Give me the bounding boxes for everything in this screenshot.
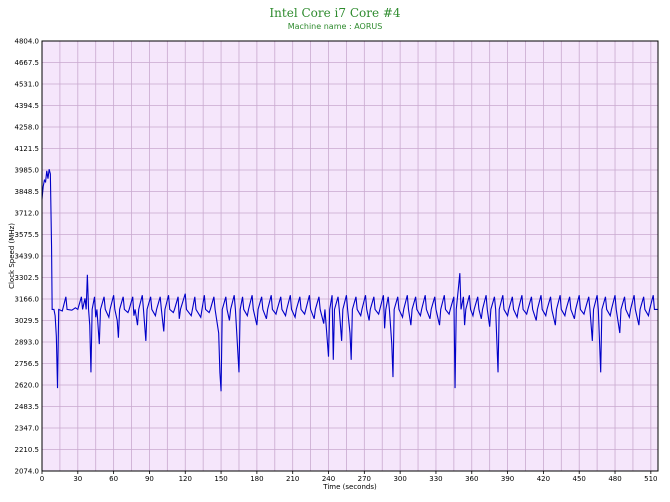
x-tick-label: 300: [393, 475, 406, 483]
series-line: [41, 169, 658, 392]
x-tick-label: 420: [537, 475, 550, 483]
y-tick-label: 4258.0: [15, 124, 40, 132]
x-tick-label: 210: [286, 475, 299, 483]
x-tick-label: 510: [644, 475, 657, 483]
chart-title: Intel Core i7 Core #4: [269, 6, 401, 20]
y-tick-label: 3302.5: [15, 274, 40, 282]
x-tick-label: 390: [501, 475, 514, 483]
y-tick-label: 4667.5: [15, 59, 40, 67]
y-tick-label: 2074.0: [15, 468, 40, 476]
x-tick-label: 60: [109, 475, 118, 483]
chart-subtitle: Machine name : AORUS: [287, 22, 383, 31]
y-tick-label: 3029.5: [15, 317, 40, 325]
x-tick-label: 330: [429, 475, 442, 483]
y-tick-label: 3575.5: [15, 231, 40, 239]
y-tick-label: 2483.5: [15, 403, 40, 411]
y-tick-label: 3848.5: [15, 188, 40, 196]
x-axis-title: Time (seconds): [322, 483, 377, 491]
plot-frame: [41, 40, 659, 472]
y-tick-label: 3439.0: [15, 253, 40, 261]
y-tick-label: 4804.0: [15, 38, 40, 46]
x-tick-label: 120: [179, 475, 192, 483]
x-tick-label: 450: [573, 475, 586, 483]
x-axis-ticks: 0 30 60 90 120 150 180 210 240 270 300 330 360 390 420…: [40, 471, 658, 483]
y-tick-label: 3166.0: [15, 296, 40, 304]
x-tick-label: 0: [40, 475, 44, 483]
x-tick-label: 30: [73, 475, 82, 483]
x-tick-label: 180: [250, 475, 263, 483]
x-tick-label: 90: [145, 475, 154, 483]
y-axis-ticks: 2074.0 2210.5 2347.0 2483.5 2620.0 2756.5 2893…: [15, 38, 40, 476]
y-tick-label: 4394.5: [15, 102, 40, 110]
x-tick-label: 270: [358, 475, 371, 483]
y-tick-label: 2210.5: [15, 446, 40, 454]
y-tick-label: 2756.5: [15, 360, 40, 368]
y-tick-label: 3712.0: [15, 210, 40, 218]
x-tick-label: 240: [322, 475, 335, 483]
y-tick-label: 2620.0: [15, 382, 40, 390]
y-tick-label: 3985.0: [15, 167, 40, 175]
x-tick-label: 150: [214, 475, 227, 483]
y-tick-label: 4121.5: [15, 145, 40, 153]
x-tick-label: 360: [465, 475, 478, 483]
y-axis-title: Clock Speed (MHz): [8, 223, 16, 289]
y-tick-label: 4531.0: [15, 81, 40, 89]
y-tick-label: 2893.0: [15, 339, 40, 347]
y-tick-label: 2347.0: [15, 425, 40, 433]
grid-lines: [41, 40, 658, 472]
x-tick-label: 480: [608, 475, 621, 483]
